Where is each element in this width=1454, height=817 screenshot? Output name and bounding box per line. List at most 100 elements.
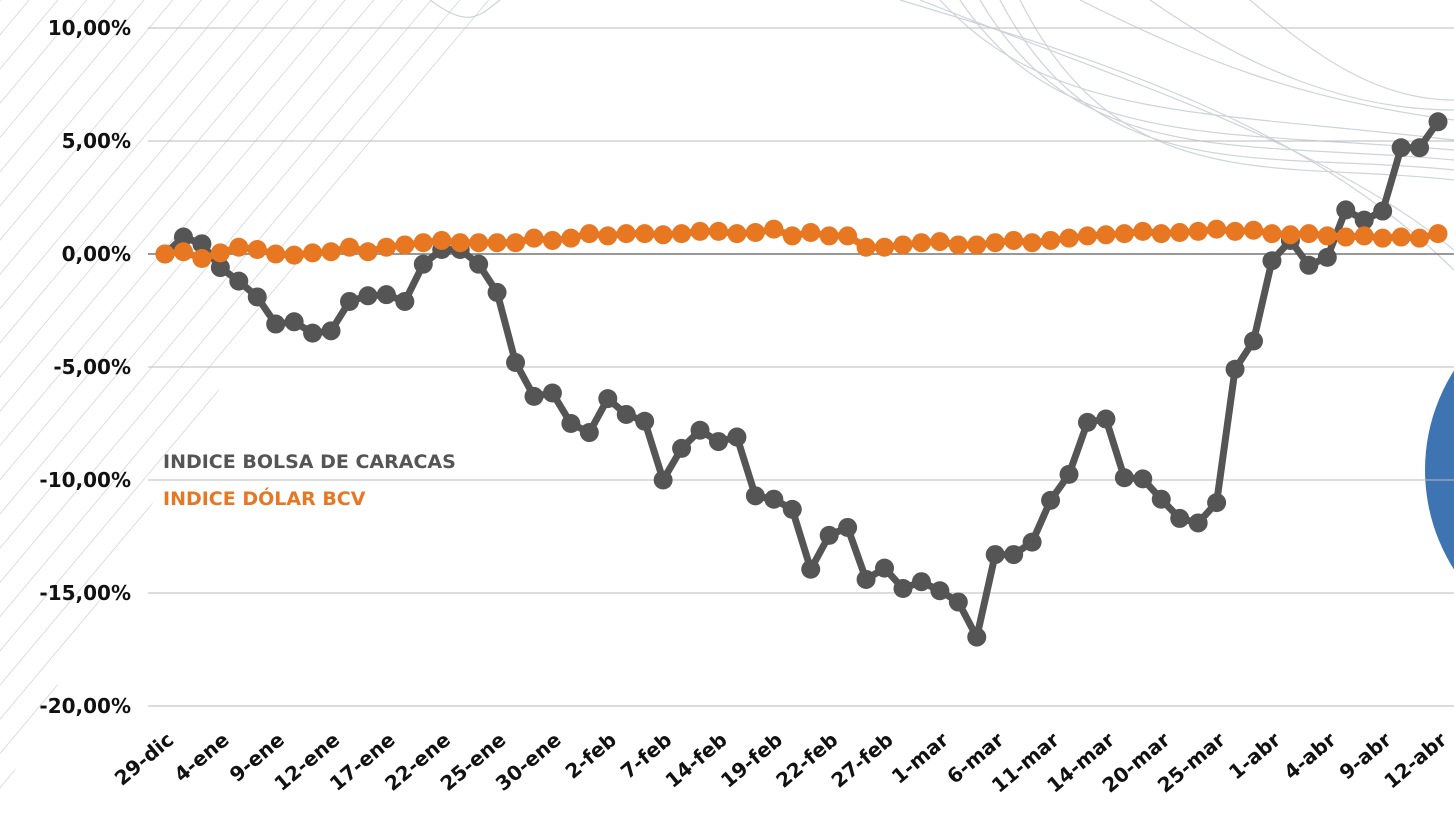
y-tick-label: -5,00% bbox=[53, 355, 131, 379]
data-point bbox=[783, 226, 802, 245]
data-point bbox=[1078, 413, 1097, 432]
data-point bbox=[893, 235, 912, 254]
data-point bbox=[524, 229, 543, 248]
data-point bbox=[340, 238, 359, 257]
y-tick-label: -15,00% bbox=[39, 581, 131, 605]
y-tick-label: -20,00% bbox=[39, 694, 131, 718]
data-point bbox=[285, 312, 304, 331]
x-tick-label: 29-dic bbox=[110, 727, 178, 790]
data-point bbox=[1429, 112, 1448, 131]
x-tick-label: 12-abr bbox=[1379, 727, 1451, 793]
data-point bbox=[1299, 224, 1318, 243]
data-point bbox=[432, 231, 451, 250]
data-point bbox=[1060, 465, 1079, 484]
y-tick-label: -10,00% bbox=[39, 468, 131, 492]
data-point bbox=[156, 245, 175, 264]
x-tick-label: 27-feb bbox=[827, 727, 898, 792]
x-tick-label: 14-feb bbox=[661, 727, 732, 792]
data-point bbox=[1152, 490, 1171, 509]
data-point bbox=[1392, 138, 1411, 157]
data-point bbox=[488, 283, 507, 302]
data-point bbox=[1373, 202, 1392, 221]
data-point bbox=[1226, 360, 1245, 379]
data-point bbox=[912, 233, 931, 252]
data-point bbox=[1336, 228, 1355, 247]
data-point bbox=[1262, 224, 1281, 243]
data-point bbox=[986, 233, 1005, 252]
data-point bbox=[838, 226, 857, 245]
data-point bbox=[395, 235, 414, 254]
data-point bbox=[340, 292, 359, 311]
data-point bbox=[1244, 221, 1263, 240]
data-point bbox=[1336, 200, 1355, 219]
data-point bbox=[672, 439, 691, 458]
data-point bbox=[266, 245, 285, 264]
data-point bbox=[358, 242, 377, 261]
plot bbox=[156, 112, 1448, 646]
data-point bbox=[1152, 224, 1171, 243]
data-point bbox=[1207, 220, 1226, 239]
data-point bbox=[524, 387, 543, 406]
data-point bbox=[1060, 229, 1079, 248]
data-point bbox=[303, 243, 322, 262]
data-point bbox=[303, 324, 322, 343]
data-point bbox=[561, 229, 580, 248]
data-point bbox=[1207, 493, 1226, 512]
data-point bbox=[1189, 222, 1208, 241]
data-point bbox=[1041, 231, 1060, 250]
data-point bbox=[727, 428, 746, 447]
data-point bbox=[1115, 468, 1134, 487]
data-point bbox=[857, 238, 876, 257]
data-point bbox=[893, 579, 912, 598]
x-tick-label: 4-ene bbox=[169, 727, 233, 786]
data-point bbox=[1115, 224, 1134, 243]
data-point bbox=[395, 292, 414, 311]
data-point bbox=[1318, 248, 1337, 267]
x-tick-label: 1-abr bbox=[1224, 727, 1285, 784]
data-point bbox=[709, 222, 728, 241]
data-point bbox=[1023, 233, 1042, 252]
series-line bbox=[165, 122, 1438, 637]
data-point bbox=[248, 240, 267, 259]
data-point bbox=[543, 383, 562, 402]
data-point bbox=[820, 526, 839, 545]
data-point bbox=[1318, 226, 1337, 245]
data-point bbox=[266, 315, 285, 334]
data-point bbox=[1392, 228, 1411, 247]
data-point bbox=[875, 559, 894, 578]
data-point bbox=[358, 286, 377, 305]
data-point bbox=[1244, 332, 1263, 351]
data-point bbox=[617, 405, 636, 424]
data-point bbox=[598, 389, 617, 408]
data-point bbox=[506, 233, 525, 252]
data-point bbox=[617, 224, 636, 243]
y-tick-label: 10,00% bbox=[48, 16, 131, 40]
data-point bbox=[930, 232, 949, 251]
data-point bbox=[875, 238, 894, 257]
data-point bbox=[248, 287, 267, 306]
y-tick-label: 5,00% bbox=[62, 129, 131, 153]
data-point bbox=[1170, 223, 1189, 242]
data-point bbox=[192, 249, 211, 268]
data-point bbox=[580, 423, 599, 442]
data-point bbox=[930, 581, 949, 600]
data-point bbox=[801, 560, 820, 579]
data-point bbox=[727, 224, 746, 243]
x-tick-label: 4-abr bbox=[1279, 727, 1340, 784]
data-point bbox=[1262, 251, 1281, 270]
data-point bbox=[949, 235, 968, 254]
data-point bbox=[598, 226, 617, 245]
x-tick-label: 1-mar bbox=[887, 727, 953, 788]
data-point bbox=[469, 255, 488, 274]
data-point bbox=[1170, 509, 1189, 528]
data-point bbox=[783, 500, 802, 519]
legend-label: INDICE DÓLAR BCV bbox=[163, 486, 366, 510]
data-point bbox=[322, 321, 341, 340]
data-point bbox=[488, 233, 507, 252]
data-point bbox=[1410, 138, 1429, 157]
data-point bbox=[1004, 231, 1023, 250]
x-tick-label: 19-feb bbox=[716, 727, 787, 792]
data-point bbox=[506, 353, 525, 372]
data-point bbox=[820, 226, 839, 245]
data-point bbox=[1004, 545, 1023, 564]
